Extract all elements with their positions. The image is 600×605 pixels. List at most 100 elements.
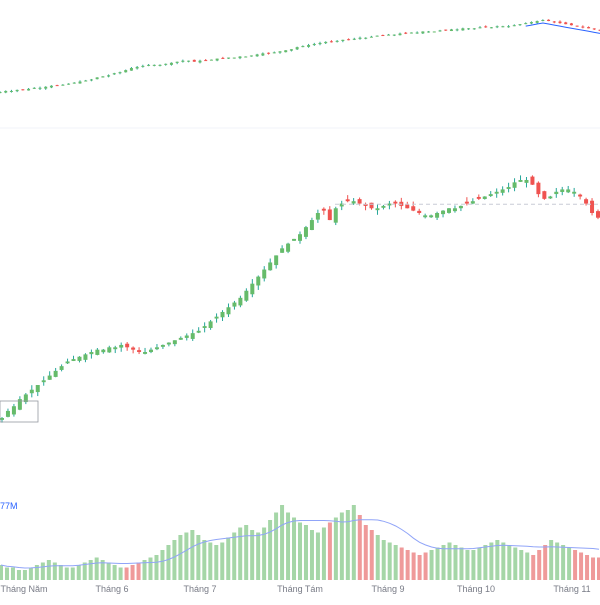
candle-body — [375, 208, 379, 210]
candle-body — [21, 89, 24, 90]
candle-body — [61, 85, 64, 86]
candle-body — [124, 70, 127, 72]
candle-body — [358, 199, 362, 203]
candle-body — [581, 27, 584, 28]
volume-bar — [543, 545, 547, 580]
candle-body — [495, 192, 499, 194]
candle-body — [141, 66, 144, 67]
candle-body — [215, 317, 219, 319]
candle-body — [453, 208, 457, 211]
candle-body — [405, 205, 409, 209]
candle-body — [279, 51, 282, 52]
candle-body — [341, 40, 344, 41]
candle-body — [173, 340, 177, 344]
candle-body — [119, 345, 123, 348]
candle-body — [530, 177, 534, 185]
candle-body — [352, 201, 356, 203]
volume-bar — [256, 533, 260, 581]
volume-bar — [549, 540, 553, 580]
volume-bar — [113, 565, 117, 580]
candle-body — [216, 59, 219, 61]
candle-body — [60, 366, 64, 370]
candle-body — [370, 37, 373, 38]
candle-body — [596, 211, 600, 218]
candle-body — [290, 49, 293, 50]
candle-body — [441, 211, 445, 214]
candle-body — [119, 72, 122, 73]
candle-body — [417, 211, 421, 213]
candle-body — [444, 30, 447, 31]
candle-body — [244, 291, 248, 301]
candle-body — [359, 38, 362, 39]
volume-legend-value: 77M — [0, 501, 18, 511]
volume-bar — [131, 565, 135, 580]
candle-body — [364, 38, 367, 39]
candle-body — [576, 26, 579, 27]
candle-body — [471, 201, 475, 203]
candle-body — [542, 191, 546, 199]
candle-body — [170, 63, 173, 65]
candle-body — [435, 213, 439, 218]
volume-bar — [238, 528, 242, 581]
candle-body — [572, 192, 576, 194]
volume-bar — [178, 535, 182, 580]
candle-body — [203, 326, 207, 328]
candle-body — [484, 26, 487, 27]
candle-body — [238, 298, 242, 306]
volume-bar — [585, 555, 589, 580]
volume-bar — [95, 558, 99, 581]
candle-body — [250, 55, 253, 56]
candle-body — [176, 62, 179, 63]
candle-body — [564, 22, 567, 24]
candle-body — [296, 47, 299, 49]
x-tick-label: Tháng 9 — [371, 584, 404, 594]
volume-bar — [358, 515, 362, 580]
candle-body — [232, 303, 236, 307]
candle-body — [381, 35, 384, 36]
candle-body — [461, 28, 464, 30]
volume-bar — [310, 530, 314, 580]
volume-bar — [382, 540, 386, 580]
candle-body — [147, 65, 150, 66]
volume-bar — [214, 545, 218, 580]
main-price-pane[interactable] — [0, 175, 600, 422]
volume-bar — [388, 543, 392, 581]
volume-bar — [137, 563, 141, 581]
candle-body — [530, 22, 533, 23]
volume-bar — [250, 530, 254, 580]
candle-body — [553, 21, 556, 22]
volume-bar — [226, 538, 230, 581]
volume-bar — [501, 543, 505, 581]
candle-body — [313, 44, 316, 45]
volume-bar — [340, 513, 344, 581]
candle-body — [459, 206, 463, 208]
candle-body — [330, 41, 333, 42]
volume-bar — [567, 548, 571, 581]
volume-bar — [507, 545, 511, 580]
volume-bar — [160, 550, 164, 580]
volume-bar — [531, 555, 535, 580]
candle-body — [155, 347, 159, 349]
volume-bar — [436, 548, 440, 581]
candle-body — [456, 29, 459, 30]
x-tick-label: Tháng 7 — [183, 584, 216, 594]
volume-bar — [477, 548, 481, 581]
candle-body — [559, 22, 562, 24]
candle-body — [10, 91, 13, 92]
volume-bar — [316, 533, 320, 581]
volume-bar — [47, 560, 51, 580]
volume-bar — [364, 525, 368, 580]
volume-bar — [41, 563, 45, 581]
candle-body — [16, 90, 19, 91]
volume-bar — [579, 553, 583, 581]
candle-body — [490, 27, 493, 28]
candle-body — [268, 262, 272, 270]
candle-body — [541, 20, 544, 21]
volume-bar — [166, 545, 170, 580]
candle-body — [209, 321, 213, 328]
volume-bar — [394, 545, 398, 580]
candle-body — [370, 203, 374, 209]
